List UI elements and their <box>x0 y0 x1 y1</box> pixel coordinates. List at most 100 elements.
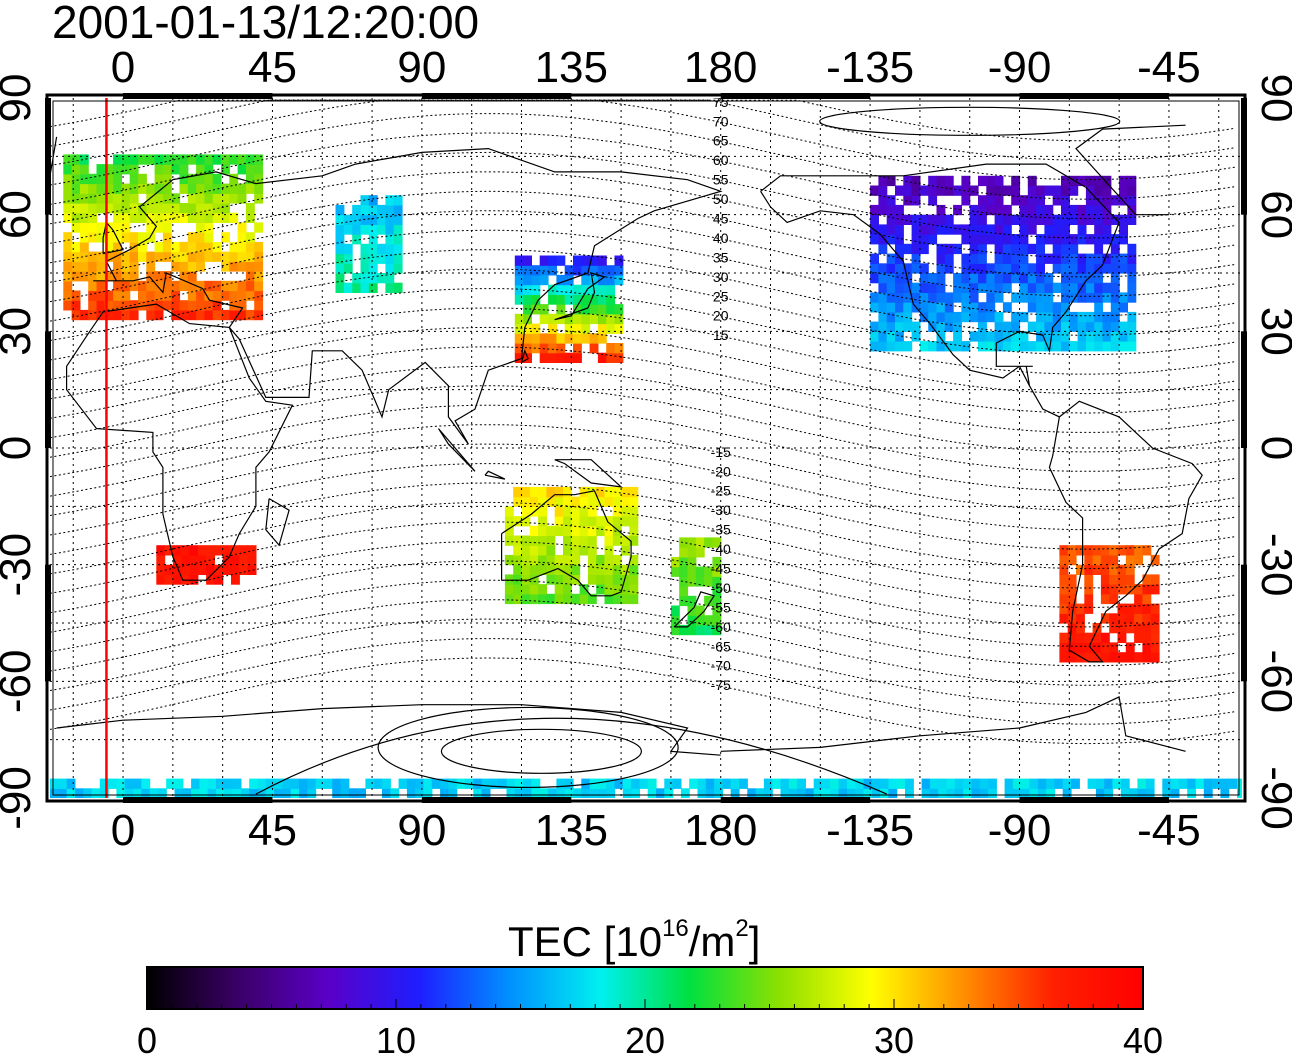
tec-cell <box>63 164 73 175</box>
tec-cell <box>523 313 532 325</box>
tec-cell <box>1127 282 1137 293</box>
tec-cell <box>514 265 524 276</box>
tec-cell <box>1125 623 1135 634</box>
tec-cell <box>919 185 929 196</box>
tec-cell <box>1019 243 1029 255</box>
tec-cell <box>146 232 156 243</box>
tec-cell <box>581 788 591 798</box>
tec-cell <box>589 294 599 305</box>
tec-cell <box>245 173 255 185</box>
tec-cell <box>229 154 239 165</box>
tec-cell <box>129 251 139 262</box>
tec-cell <box>1027 263 1037 274</box>
tec-cell <box>597 313 607 325</box>
tec-cell <box>928 234 938 245</box>
tec-cell <box>573 788 582 798</box>
tec-cell <box>895 311 904 323</box>
tec-cell <box>978 204 987 216</box>
tec-cell <box>986 185 996 196</box>
tec-cell <box>903 292 913 303</box>
tec-cell <box>1100 564 1110 575</box>
tec-cell <box>1011 214 1021 225</box>
tec-cell <box>1044 311 1054 323</box>
tec-cell <box>1092 632 1102 643</box>
tec-cell <box>146 212 156 223</box>
tec-cell <box>911 185 921 196</box>
tec-cell <box>1012 788 1022 798</box>
tec-cell <box>903 175 913 187</box>
tec-cell <box>63 203 73 214</box>
magnetic-contour <box>50 210 1236 297</box>
contour-label: -25 <box>711 483 731 499</box>
tec-cell <box>639 778 649 789</box>
tec-cell <box>1069 263 1079 274</box>
tec-cell <box>504 525 514 537</box>
tec-cell <box>113 203 122 214</box>
y-tick-label-right: 60 <box>1252 190 1292 239</box>
tec-cell <box>1203 778 1213 789</box>
tec-cell <box>232 788 242 798</box>
tec-cell <box>994 243 1004 255</box>
tec-cell <box>71 271 81 282</box>
tec-cell <box>944 185 954 196</box>
tec-cell <box>903 282 913 293</box>
tec-cell <box>154 164 164 175</box>
tec-cell <box>1104 778 1114 789</box>
tec-cell <box>614 274 624 286</box>
tec-cell <box>612 554 622 566</box>
tec-cell <box>579 584 589 595</box>
tec-cell <box>1134 613 1143 624</box>
tec-cell <box>1036 214 1045 225</box>
tec-cell <box>221 154 230 165</box>
tec-cell <box>961 185 971 196</box>
tec-cell <box>1044 204 1054 216</box>
tec-cell <box>254 271 264 282</box>
tec-cell <box>197 564 207 575</box>
magnetic-contour <box>50 618 1236 706</box>
tec-cell <box>554 496 564 507</box>
tec-cell <box>368 273 378 284</box>
tec-cell <box>1036 302 1045 313</box>
tec-cell <box>245 271 255 282</box>
tec-cell <box>204 203 214 214</box>
tec-cell <box>1044 292 1054 303</box>
tec-cell <box>129 261 139 272</box>
frame-bar <box>45 331 51 448</box>
tec-cell <box>1127 263 1137 274</box>
tec-cell <box>121 300 131 311</box>
tec-cell <box>133 778 142 789</box>
tec-cell <box>1067 652 1077 663</box>
tec-cell <box>88 203 98 214</box>
tec-cell <box>196 280 205 292</box>
coastline <box>554 459 623 488</box>
tec-cell <box>978 253 987 264</box>
tec-cell <box>563 574 572 585</box>
tec-cell <box>221 212 230 223</box>
tec-cell <box>189 564 199 575</box>
tec-cell <box>196 290 205 301</box>
tec-cell <box>138 280 147 292</box>
tec-cell <box>1027 224 1037 235</box>
tec-cell <box>146 251 156 262</box>
tec-cell <box>712 576 722 587</box>
tec-cell <box>187 173 197 185</box>
tec-cell <box>953 292 962 303</box>
tec-cell <box>504 593 514 605</box>
tec-cell <box>237 232 247 243</box>
tec-cell <box>1119 263 1128 274</box>
tec-cell <box>393 204 403 216</box>
tec-cell <box>197 545 207 556</box>
tec-cell <box>79 309 89 321</box>
tec-cell <box>961 273 971 284</box>
tec-cell <box>146 183 156 194</box>
tec-cell <box>581 274 591 286</box>
tec-cell <box>919 292 929 303</box>
tec-cell <box>1094 331 1104 342</box>
tec-cell <box>1061 185 1070 196</box>
tec-cell <box>563 545 572 556</box>
tec-cell <box>204 154 214 165</box>
tec-cell <box>747 788 757 798</box>
coastline <box>760 163 1203 663</box>
tec-cell <box>377 204 386 216</box>
tec-cell <box>504 535 514 546</box>
